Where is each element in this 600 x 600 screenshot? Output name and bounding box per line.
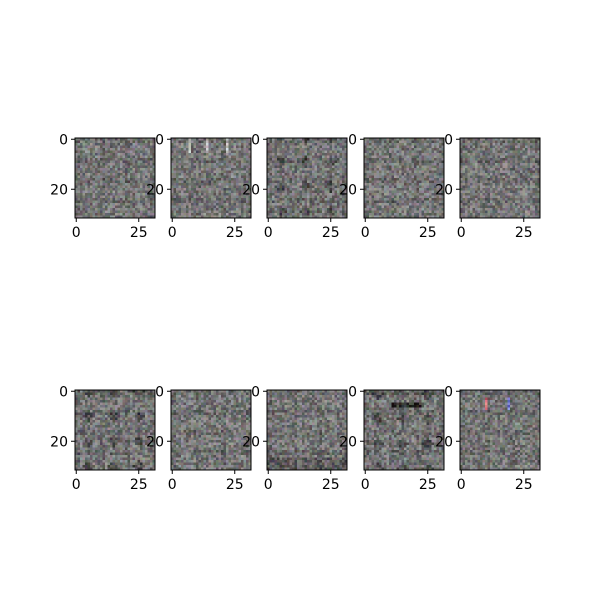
x-tick-label: 25 (515, 225, 533, 241)
axes-frame (266, 389, 348, 471)
y-tick-label: 20 (339, 182, 357, 198)
y-tick-label: 20 (50, 182, 68, 198)
x-tick-label: 0 (72, 477, 81, 493)
noise-image (267, 138, 347, 218)
x-tick-label: 25 (515, 477, 533, 493)
x-tick-label: 0 (361, 477, 370, 493)
noise-image (171, 390, 251, 470)
x-tick-label: 0 (72, 225, 81, 241)
image-panel: 0 20 0 25 (146, 384, 252, 493)
x-tick-label: 25 (322, 225, 340, 241)
x-tick-label: 25 (130, 477, 148, 493)
axes-frame (170, 389, 252, 471)
image-panel: 0 20 0 25 (339, 132, 445, 241)
y-tick-label: 0 (155, 132, 164, 148)
x-tick-label: 0 (361, 225, 370, 241)
y-tick-label: 0 (251, 384, 260, 400)
x-tick-label: 25 (419, 477, 437, 493)
x-tick-label: 0 (457, 477, 466, 493)
y-tick-label: 0 (59, 132, 68, 148)
x-tick-label: 0 (264, 225, 273, 241)
x-tick-label: 0 (168, 225, 177, 241)
noise-image (364, 390, 444, 470)
x-tick-label: 25 (130, 225, 148, 241)
x-tick-label: 25 (226, 225, 244, 241)
noise-image (75, 138, 155, 218)
x-tick-label: 25 (419, 225, 437, 241)
axes-frame (170, 137, 252, 219)
y-tick-label: 20 (435, 434, 453, 450)
y-tick-label: 20 (435, 182, 453, 198)
y-tick-label: 0 (155, 384, 164, 400)
y-tick-label: 20 (50, 434, 68, 450)
x-tick-label: 0 (264, 477, 273, 493)
y-tick-label: 0 (444, 384, 453, 400)
y-tick-label: 0 (444, 132, 453, 148)
noise-image (460, 138, 540, 218)
noise-image (364, 138, 444, 218)
y-tick-label: 20 (146, 182, 164, 198)
axes-frame (74, 389, 156, 471)
image-panel: 0 20 0 25 (339, 384, 445, 493)
x-tick-label: 25 (322, 477, 340, 493)
image-panel: 0 20 0 25 (242, 132, 348, 241)
noise-image (171, 138, 251, 218)
image-panel: 0 20 0 25 (146, 132, 252, 241)
y-tick-label: 20 (242, 434, 260, 450)
y-tick-label: 0 (251, 132, 260, 148)
axes-frame (459, 389, 541, 471)
axes-frame (363, 137, 445, 219)
y-tick-label: 20 (146, 434, 164, 450)
y-tick-label: 20 (242, 182, 260, 198)
axes-frame (266, 137, 348, 219)
x-tick-label: 25 (226, 477, 244, 493)
y-tick-label: 0 (348, 132, 357, 148)
y-tick-label: 20 (339, 434, 357, 450)
noise-image (460, 390, 540, 470)
image-panel: 0 20 0 25 (435, 384, 541, 493)
noise-image (267, 390, 347, 470)
axes-frame (459, 137, 541, 219)
image-panel: 0 20 0 25 (50, 384, 156, 493)
x-tick-label: 0 (168, 477, 177, 493)
axes-frame (363, 389, 445, 471)
x-tick-label: 0 (457, 225, 466, 241)
image-panel: 0 20 0 25 (242, 384, 348, 493)
y-tick-label: 0 (348, 384, 357, 400)
axes-frame (74, 137, 156, 219)
y-tick-label: 0 (59, 384, 68, 400)
image-panel: 0 20 0 25 (435, 132, 541, 241)
noise-image (75, 390, 155, 470)
image-panel: 0 20 0 25 (50, 132, 156, 241)
